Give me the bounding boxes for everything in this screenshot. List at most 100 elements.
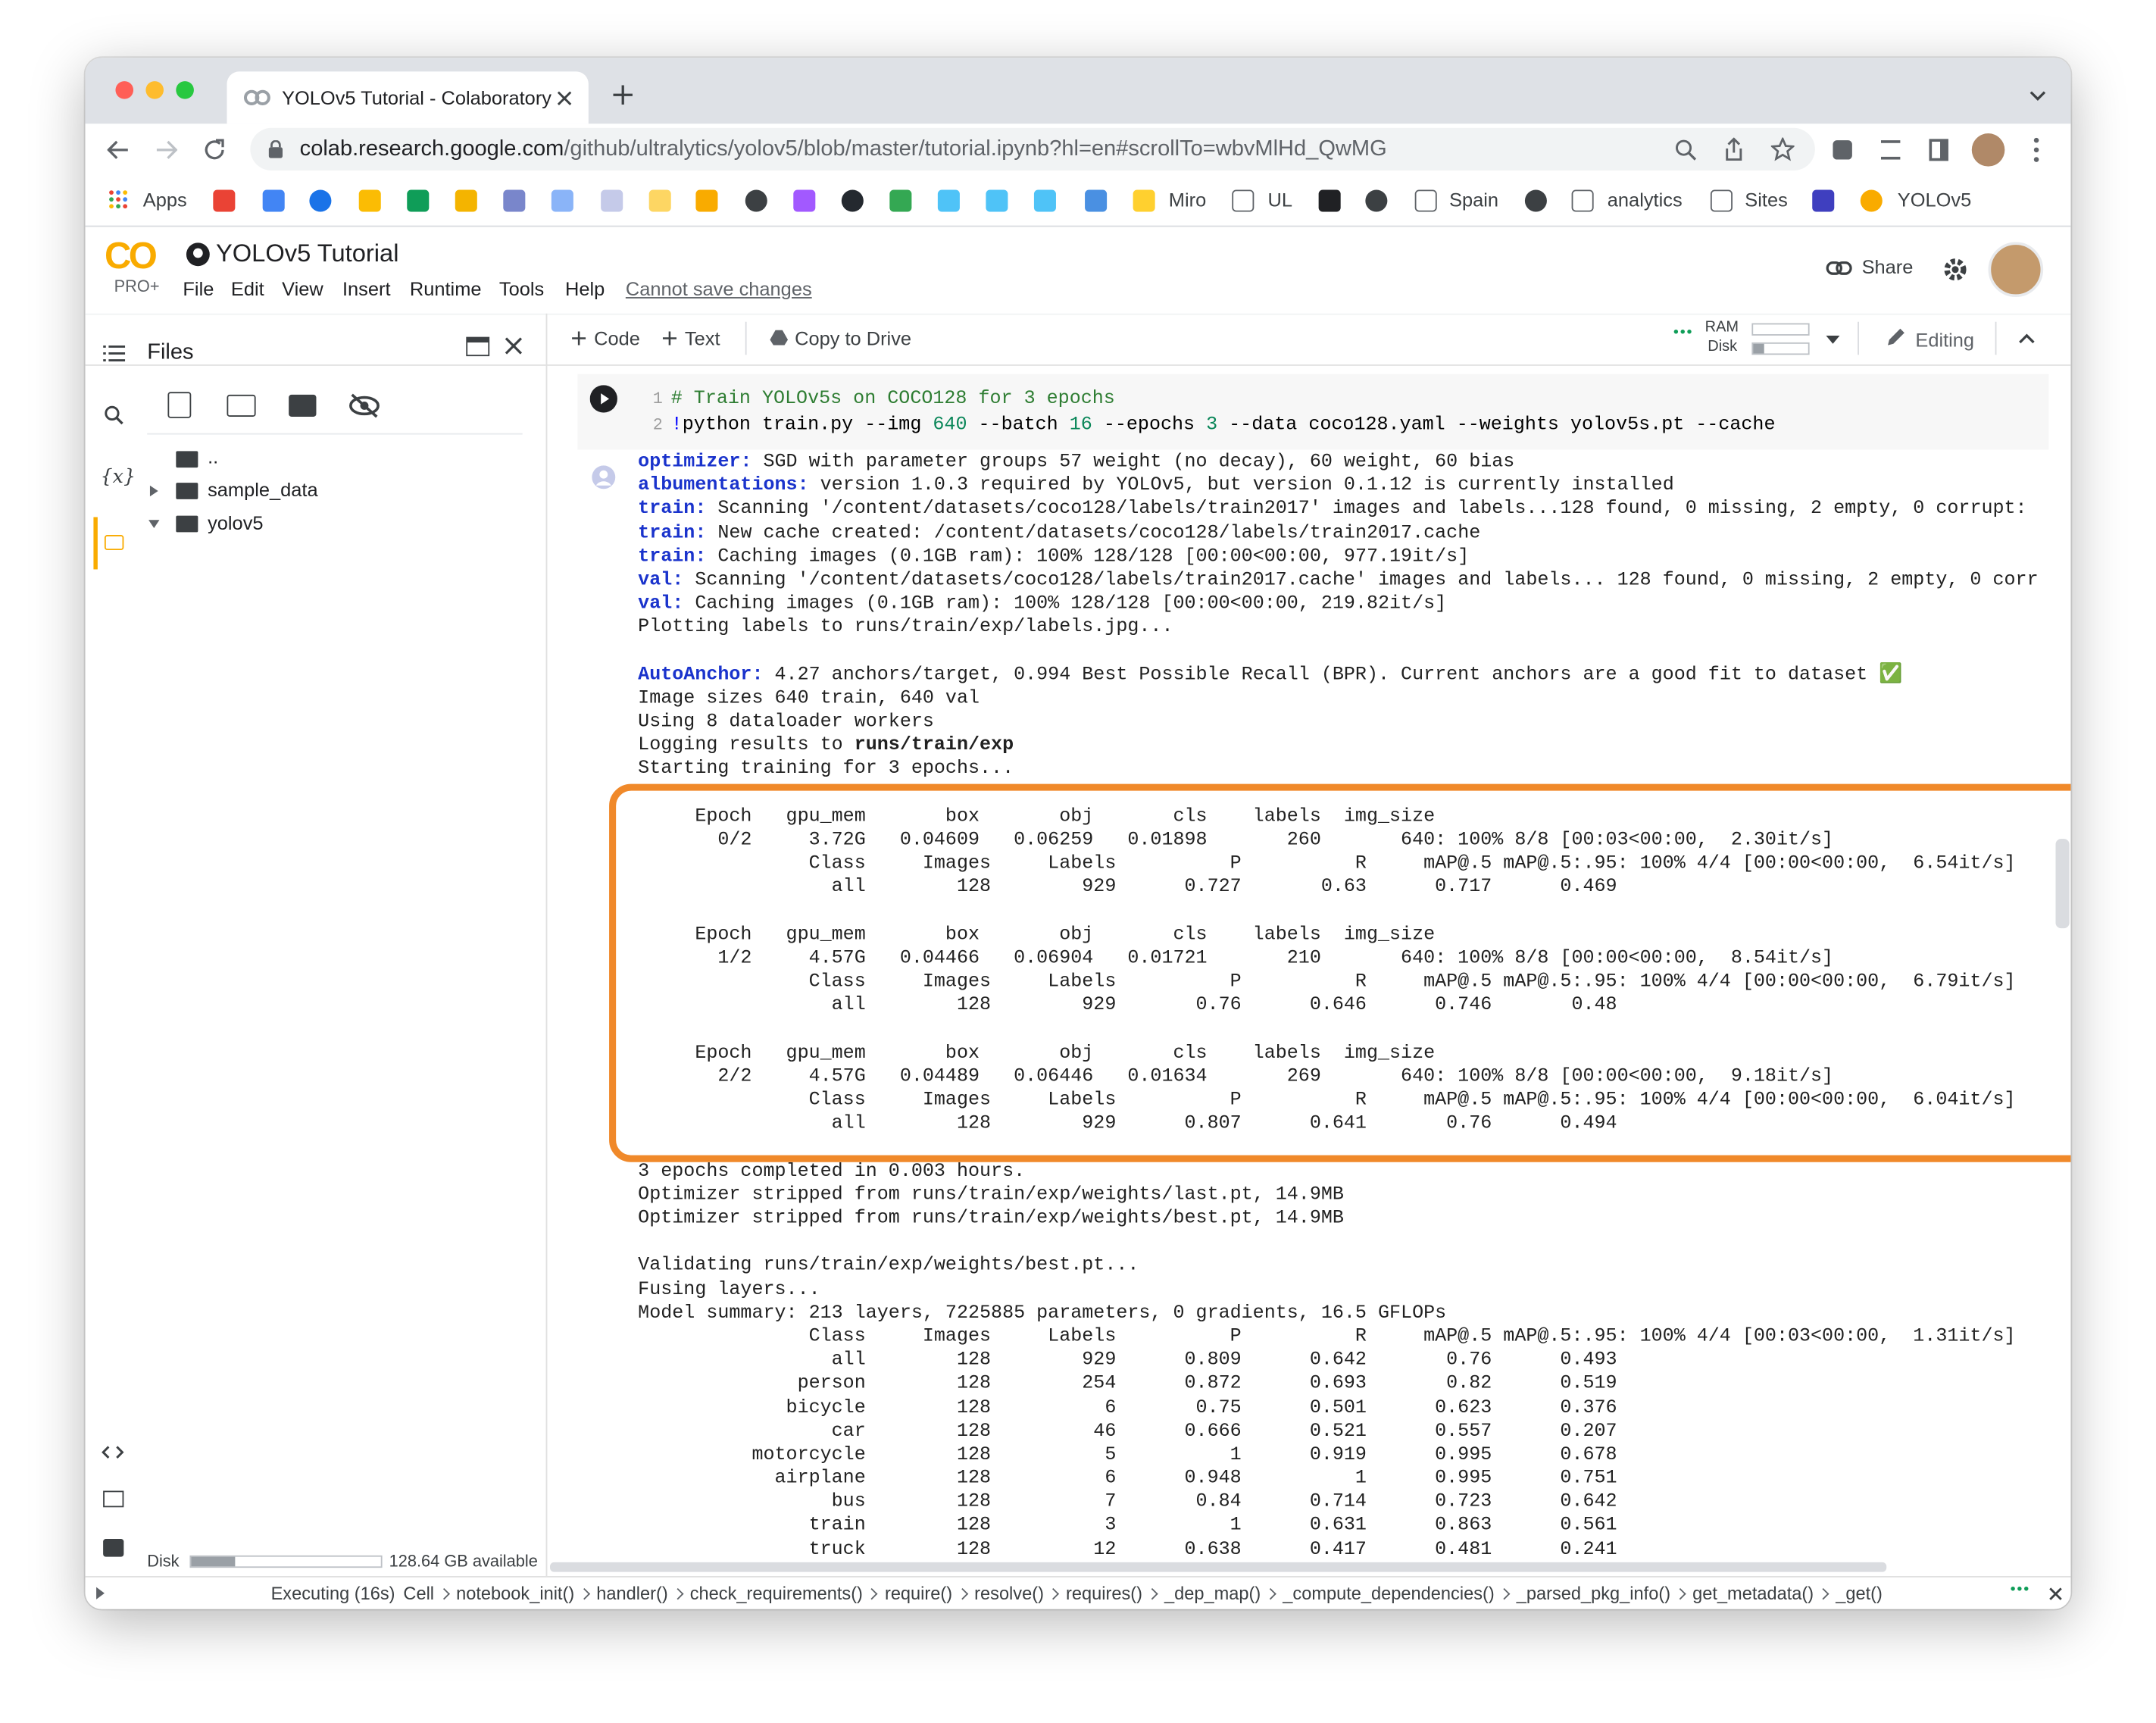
- mode-button[interactable]: Editing: [1886, 327, 1974, 351]
- bookmark-icon[interactable]: [1085, 189, 1108, 212]
- bookmark-icon[interactable]: [601, 189, 623, 212]
- colab-logo[interactable]: CO: [104, 235, 158, 277]
- bookmark-folder[interactable]: [1414, 189, 1437, 212]
- bookmark-icon[interactable]: [262, 189, 285, 212]
- expand-arrow[interactable]: [149, 485, 158, 497]
- bookmark[interactable]: Apps: [142, 188, 187, 211]
- upload[interactable]: [167, 392, 192, 418]
- bookmark-icon[interactable]: [793, 189, 816, 212]
- terminal[interactable]: [103, 1539, 124, 1557]
- bookmark-icon[interactable]: [648, 189, 671, 212]
- menu-item[interactable]: Insert: [342, 277, 391, 300]
- save-notice[interactable]: Cannot save changes: [625, 277, 812, 300]
- minimize-window[interactable]: [145, 81, 164, 99]
- status-expand[interactable]: [96, 1587, 105, 1599]
- collapse-header[interactable]: [2018, 333, 2035, 344]
- files-icon[interactable]: [104, 535, 124, 551]
- menu-item[interactable]: File: [183, 277, 214, 300]
- copy-to-drive[interactable]: Copy to Drive: [770, 327, 911, 349]
- variables-icon[interactable]: {x}: [100, 466, 136, 489]
- maximize-window[interactable]: [176, 81, 194, 99]
- account-avatar[interactable]: [1988, 242, 2044, 298]
- share-page[interactable]: [1724, 137, 1743, 161]
- active-tab[interactable]: YOLOv5 Tutorial - Colaboratory: [227, 71, 589, 124]
- bookmark[interactable]: Sites: [1745, 188, 1788, 211]
- bookmark-icon[interactable]: [1524, 189, 1547, 212]
- menu-item[interactable]: Tools: [498, 277, 545, 300]
- refresh-files[interactable]: [227, 394, 256, 417]
- bookmark-icon[interactable]: [1033, 189, 1056, 212]
- code-editor[interactable]: 1 # Train YOLOv5s on COCO128 for 3 epochs…: [646, 386, 1776, 439]
- bookmark-star[interactable]: [1770, 137, 1795, 161]
- bookmark-icon[interactable]: [937, 189, 960, 212]
- forward[interactable]: [155, 140, 178, 159]
- bookmark-icon[interactable]: [213, 189, 236, 212]
- bookmark-folder[interactable]: [1571, 189, 1594, 212]
- bookmark-icon[interactable]: [986, 189, 1008, 212]
- media-control[interactable]: [1880, 140, 1901, 160]
- bookmark-icon[interactable]: [745, 189, 767, 212]
- bookmark-icon[interactable]: [1133, 189, 1155, 212]
- side-panel[interactable]: [1929, 139, 1948, 161]
- mount-drive[interactable]: [289, 394, 317, 417]
- close-window[interactable]: [115, 81, 134, 99]
- bookmark-icon[interactable]: [889, 189, 912, 212]
- bookmark-icon[interactable]: [841, 189, 864, 212]
- sidebar-divider: [545, 313, 548, 1577]
- run-button[interactable]: [589, 385, 617, 413]
- bookmark[interactable]: UL: [1267, 188, 1292, 211]
- share-button[interactable]: Share: [1826, 256, 1913, 278]
- bookmark-icon[interactable]: [358, 189, 381, 212]
- menu-item[interactable]: Edit: [230, 277, 264, 300]
- vertical-scrollbar[interactable]: [2055, 839, 2070, 929]
- runtime-dropdown[interactable]: [1826, 335, 1840, 344]
- bookmark-icon[interactable]: [1365, 189, 1388, 212]
- menu-item[interactable]: View: [282, 277, 323, 300]
- bookmark-folder[interactable]: [1710, 189, 1733, 212]
- bookmark-icon[interactable]: [1812, 189, 1835, 212]
- notebook-title[interactable]: YOLOv5 Tutorial: [215, 239, 399, 267]
- new-tab[interactable]: [612, 84, 634, 106]
- open-in-tab[interactable]: [466, 336, 490, 357]
- command-palette[interactable]: [103, 1490, 124, 1508]
- search-icon[interactable]: [105, 405, 123, 425]
- zoom-icon[interactable]: [1675, 139, 1697, 161]
- extensions[interactable]: [1833, 140, 1852, 160]
- back[interactable]: [107, 140, 130, 159]
- omnibox[interactable]: colab.research.google.com/github/ultraly…: [250, 127, 1815, 171]
- tab-close[interactable]: [557, 91, 572, 106]
- status-close[interactable]: [2048, 1587, 2062, 1601]
- add-code[interactable]: Code: [572, 327, 640, 349]
- horizontal-scrollbar[interactable]: [550, 1562, 1887, 1572]
- bookmark-icon[interactable]: [1860, 189, 1883, 212]
- bookmark[interactable]: YOLOv5: [1897, 188, 1972, 211]
- close-sidebar[interactable]: [505, 337, 523, 355]
- bookmark[interactable]: analytics: [1607, 188, 1683, 211]
- bookmark-icon[interactable]: [503, 189, 526, 212]
- menu-item[interactable]: Help: [564, 277, 605, 300]
- bookmark[interactable]: Spain: [1449, 188, 1499, 211]
- bookmark-icon[interactable]: [309, 189, 332, 212]
- bookmark-icon[interactable]: [455, 189, 477, 212]
- bookmark-folder[interactable]: [1232, 189, 1255, 212]
- browser-menu[interactable]: [2033, 137, 2039, 163]
- code-cell[interactable]: [577, 374, 2049, 450]
- tab-search[interactable]: [2029, 91, 2046, 102]
- tree-item[interactable]: sample_data: [208, 478, 318, 501]
- code-snippets[interactable]: [102, 1446, 124, 1459]
- bookmark-icon[interactable]: [407, 189, 430, 212]
- bookmark[interactable]: Miro: [1168, 188, 1207, 211]
- menu-item[interactable]: Runtime: [409, 277, 482, 300]
- add-text[interactable]: Text: [662, 327, 720, 349]
- settings[interactable]: [1943, 257, 1968, 282]
- reload[interactable]: [204, 139, 226, 161]
- bookmark-icon[interactable]: [695, 189, 718, 212]
- expand-arrow[interactable]: [148, 520, 160, 528]
- tree-item[interactable]: ..: [208, 446, 219, 468]
- toc-icon[interactable]: [103, 345, 126, 362]
- toggle-hidden[interactable]: [349, 393, 380, 418]
- profile-avatar[interactable]: [1971, 133, 2005, 167]
- bookmark-icon[interactable]: [551, 189, 573, 212]
- bookmark-icon[interactable]: [1318, 189, 1341, 212]
- tree-item[interactable]: yolov5: [208, 511, 264, 534]
